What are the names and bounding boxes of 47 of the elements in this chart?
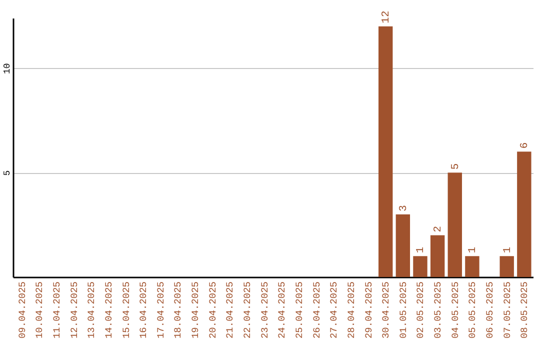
x-tick-label: 11.04.2025	[51, 281, 62, 339]
x-tick-label: 13.04.2025	[86, 281, 98, 339]
x-tick-label: 26.04.2025	[311, 281, 322, 339]
x-tick-label: 14.04.2025	[103, 281, 114, 339]
x-tick-label: 03.05.2025	[432, 281, 444, 339]
x-tick-label: 01.05.2025	[398, 281, 409, 339]
x-tick-label: 07.05.2025	[502, 281, 513, 339]
x-tick-label: 18.04.2025	[172, 281, 184, 339]
bar	[465, 256, 480, 277]
bar	[396, 214, 410, 277]
x-tick-label: 02.05.2025	[415, 281, 426, 339]
x-tick-label: 21.04.2025	[224, 281, 236, 339]
bar	[448, 172, 462, 277]
data-label: 1	[502, 246, 514, 254]
x-tick-label: 15.04.2025	[120, 281, 132, 339]
y-tick-label: 10	[2, 63, 12, 74]
x-tick-label: 30.04.2025	[380, 281, 392, 339]
x-tick-label: 23.04.2025	[259, 281, 270, 339]
data-label: 1	[415, 246, 428, 254]
bar	[413, 256, 428, 277]
data-label: 2	[432, 226, 445, 232]
x-tick-label: 28.04.2025	[346, 281, 357, 339]
data-label: 5	[450, 163, 462, 170]
x-tick-label: 19.04.2025	[190, 281, 202, 339]
x-tick-label: 06.05.2025	[484, 281, 496, 339]
x-tick-label: 22.04.2025	[242, 281, 254, 339]
x-tick-label: 10.04.2025	[34, 281, 46, 339]
data-label: 1	[467, 246, 480, 254]
x-tick-label: 25.04.2025	[294, 281, 305, 339]
x-tick-label: 05.05.2025	[467, 281, 478, 339]
x-tick-label: 29.04.2025	[363, 281, 374, 339]
x-tick-label: 09.04.2025	[16, 281, 28, 339]
x-tick-label: 04.05.2025	[450, 281, 461, 339]
bar	[517, 152, 532, 277]
data-label: 6	[519, 142, 532, 149]
bar	[430, 235, 445, 277]
data-label: 3	[398, 205, 410, 212]
bar	[500, 256, 514, 277]
data-label: 12	[380, 10, 393, 24]
x-tick-label: 12.04.2025	[68, 281, 80, 339]
bar	[378, 26, 393, 277]
x-tick-label: 20.04.2025	[207, 281, 218, 339]
x-tick-label: 08.05.2025	[519, 281, 530, 339]
x-tick-label: 24.04.2025	[276, 281, 288, 339]
x-tick-label: 27.04.2025	[328, 281, 340, 339]
x-tick-label: 16.04.2025	[138, 281, 150, 339]
x-tick-label: 17.04.2025	[155, 281, 166, 339]
